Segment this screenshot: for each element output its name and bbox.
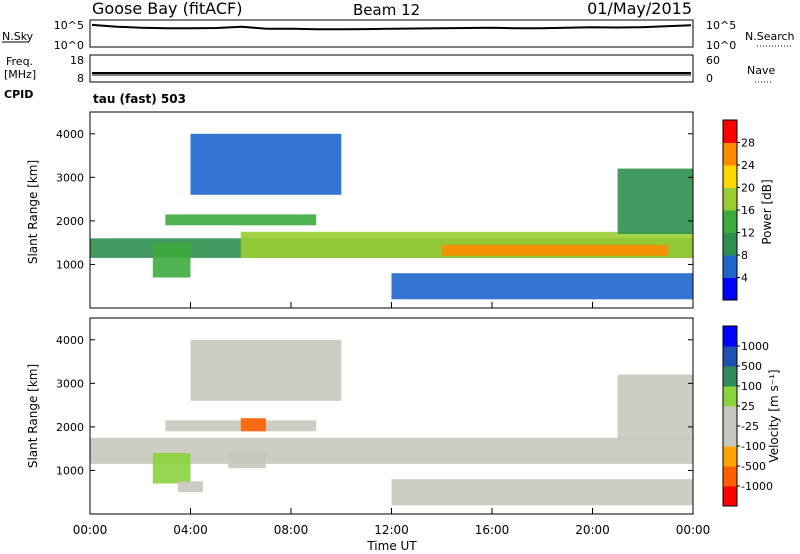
colorbar-frame xyxy=(722,325,738,507)
colorbar-swatch-5 xyxy=(723,386,737,407)
colorbar-tick-label-4: 25 xyxy=(741,400,755,413)
scatter-region-7 xyxy=(391,479,693,506)
nsearch-tick-top: 10^5 xyxy=(706,19,736,32)
scatter-region-4 xyxy=(190,133,342,195)
colorbar-tick-label-4: 20 xyxy=(741,182,755,195)
y-tick-label-1: 2000 xyxy=(56,215,84,228)
scatter-region-6 xyxy=(391,273,693,300)
y-tick-label-0: 1000 xyxy=(56,464,84,477)
cpid-value: tau (fast) 503 xyxy=(93,92,186,106)
colorbar-swatch-1 xyxy=(723,255,737,278)
scatter-region-7 xyxy=(617,168,693,234)
colorbar-tick-label-7: 1000 xyxy=(741,340,769,353)
colorbar-tick-label-0: 4 xyxy=(741,272,748,285)
time-tick-label-0: 00:00 xyxy=(73,523,108,537)
y-tick-label-3: 4000 xyxy=(56,334,84,347)
colorbar-swatch-3 xyxy=(723,210,737,233)
colorbar-tick-label-3: -25 xyxy=(741,420,759,433)
nsearch-tick-bottom: 10^0 xyxy=(706,39,736,52)
colorbar-swatch-4 xyxy=(723,406,737,427)
colorbar-swatch-4 xyxy=(723,187,737,211)
freq-label: Freq. xyxy=(6,55,33,68)
colorbar-swatch-7 xyxy=(723,120,737,143)
freq-tick-bottom: 8 xyxy=(77,72,84,85)
scatter-region-4 xyxy=(152,453,191,484)
y-tick-label-0: 1000 xyxy=(56,258,84,271)
colorbar-swatch-6 xyxy=(723,142,737,166)
colorbar-swatch-5 xyxy=(723,165,737,188)
power-colorbar: 4 8 12 16 20 24 28 xyxy=(722,119,755,301)
y-tick-label-3: 4000 xyxy=(56,128,84,141)
colorbar-swatch-1 xyxy=(723,466,737,487)
velocity-colorbar: -1000 -500 -100 -25 25 100 500 1000 xyxy=(722,325,773,507)
colorbar-swatch-0 xyxy=(723,486,737,507)
power-heatmap xyxy=(90,133,694,300)
colorbar-tick-label-2: 12 xyxy=(741,227,755,240)
scatter-region-2 xyxy=(228,450,266,469)
colorbar-tick-label-1: -500 xyxy=(741,460,766,473)
station-title: Goose Bay (fitACF) xyxy=(92,0,242,18)
scatter-region-6 xyxy=(190,339,342,401)
scatter-region-5 xyxy=(152,242,191,278)
time-tick-label-4: 16:00 xyxy=(475,523,510,537)
scatter-region-3 xyxy=(240,418,266,432)
y-tick-label-2: 3000 xyxy=(56,377,84,390)
scatter-region-3 xyxy=(165,214,317,226)
beam-title: Beam 12 xyxy=(353,1,420,19)
velocity-colorbar-label: Velocity [m s⁻¹] xyxy=(767,369,781,462)
colorbar-swatch-2 xyxy=(723,232,737,256)
cpid-label: CPID xyxy=(4,88,33,101)
colorbar-swatch-7 xyxy=(723,346,737,367)
scatter-region-5 xyxy=(177,481,203,493)
colorbar-tick-label-5: 100 xyxy=(741,380,762,393)
noise-trace xyxy=(91,23,692,31)
time-tick-label-2: 08:00 xyxy=(274,523,309,537)
colorbar-tick-label-2: -100 xyxy=(741,440,766,453)
colorbar-tick-label-6: 500 xyxy=(741,360,762,373)
nsky-tick-top: 10^5 xyxy=(54,19,84,32)
nsky-tick-bottom: 10^0 xyxy=(54,39,84,52)
colorbar-swatch-3 xyxy=(723,426,737,447)
nsearch-label: N.Search xyxy=(745,30,795,43)
colorbar-tick-label-3: 16 xyxy=(741,204,755,217)
mhz-label: [MHz] xyxy=(4,68,36,81)
colorbar-swatch-0 xyxy=(723,277,737,301)
nave-label: Nave xyxy=(747,64,775,77)
colorbar-tick-label-5: 24 xyxy=(741,159,755,172)
time-tick-label-3: 12:00 xyxy=(374,523,409,537)
power-ylabel: Slant Range [km] xyxy=(26,160,40,264)
power-y-axis: 1000 2000 3000 4000 xyxy=(56,128,693,271)
freq-panel-frame xyxy=(89,54,694,83)
freq-tick-top: 18 xyxy=(70,54,84,67)
velocity-heatmap xyxy=(90,339,693,506)
velocity-ylabel: Slant Range [km] xyxy=(26,364,40,468)
time-axis-label: Time UT xyxy=(366,539,417,553)
colorbar-tick-label-1: 8 xyxy=(741,249,748,262)
time-tick-label-5: 20:00 xyxy=(575,523,610,537)
scatter-region-2 xyxy=(441,244,668,256)
nave-tick-bottom: 0 xyxy=(706,72,713,85)
colorbar-tick-label-0: -1000 xyxy=(741,480,773,493)
colorbar-swatch-8 xyxy=(723,326,737,347)
power-colorbar-label: Power [dB] xyxy=(760,179,774,244)
nsky-label: N.Sky xyxy=(2,30,34,43)
noise-panel-frame xyxy=(89,19,694,48)
time-axis: 00:00 04:00 08:00 12:00 16:00 20:00 00:00 xyxy=(73,302,711,537)
scatter-region-8 xyxy=(617,374,693,440)
time-tick-label-6: 00:00 xyxy=(676,523,711,537)
colorbar-swatch-2 xyxy=(723,446,737,467)
colorbar-tick-label-6: 28 xyxy=(741,137,755,150)
date-title: 01/May/2015 xyxy=(587,0,692,18)
time-tick-label-1: 04:00 xyxy=(173,523,208,537)
y-tick-label-2: 3000 xyxy=(56,171,84,184)
nave-tick-top: 60 xyxy=(706,54,720,67)
y-tick-label-1: 2000 xyxy=(56,421,84,434)
velocity-y-axis: 1000 2000 3000 4000 xyxy=(56,334,693,477)
colorbar-swatch-6 xyxy=(723,366,737,387)
